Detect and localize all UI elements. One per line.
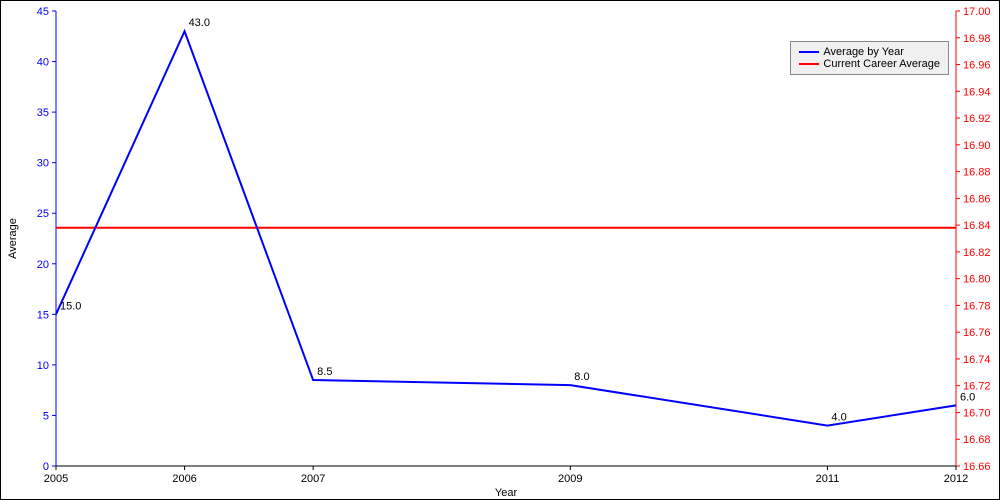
x-tick-label: 2005 bbox=[44, 473, 68, 485]
x-tick-label: 2007 bbox=[301, 473, 325, 485]
y-right-tick-label: 16.88 bbox=[963, 167, 991, 179]
y-right-tick-label: 16.98 bbox=[963, 33, 991, 45]
y-left-tick-label: 45 bbox=[37, 6, 49, 18]
y-left-tick-label: 20 bbox=[37, 259, 49, 271]
y-axis-left-label: Average bbox=[7, 218, 19, 259]
y-left-tick-label: 10 bbox=[37, 360, 49, 372]
y-right-tick-label: 16.78 bbox=[963, 300, 991, 312]
y-right-tick-label: 16.76 bbox=[963, 327, 991, 339]
y-right-tick-label: 16.70 bbox=[963, 407, 991, 419]
y-right-tick-label: 16.66 bbox=[963, 461, 991, 473]
y-left-tick-label: 15 bbox=[37, 309, 49, 321]
y-left-tick-label: 0 bbox=[43, 461, 49, 473]
x-tick-label: 2009 bbox=[558, 473, 582, 485]
x-tick-label: 2012 bbox=[944, 473, 968, 485]
legend-label: Current Career Average bbox=[823, 58, 940, 70]
data-point-label: 8.5 bbox=[317, 366, 332, 378]
y-right-tick-label: 16.94 bbox=[963, 86, 991, 98]
y-right-tick-label: 17.00 bbox=[963, 6, 991, 18]
y-right-tick-label: 16.92 bbox=[963, 113, 991, 125]
data-point-label: 8.0 bbox=[574, 371, 589, 383]
x-tick-label: 2011 bbox=[816, 473, 840, 485]
data-point-label: 6.0 bbox=[960, 391, 975, 403]
y-right-tick-label: 16.74 bbox=[963, 354, 991, 366]
y-left-tick-label: 40 bbox=[37, 57, 49, 69]
legend-item: Average by Year bbox=[799, 46, 940, 58]
data-point-label: 43.0 bbox=[189, 17, 210, 29]
legend-label: Average by Year bbox=[823, 46, 904, 58]
x-tick-label: 2006 bbox=[172, 473, 196, 485]
legend-swatch bbox=[799, 63, 819, 65]
y-left-tick-label: 25 bbox=[37, 208, 49, 220]
x-axis-label: Year bbox=[495, 487, 518, 499]
y-right-tick-label: 16.84 bbox=[963, 220, 991, 232]
y-right-tick-label: 16.96 bbox=[963, 60, 991, 72]
y-right-tick-label: 16.80 bbox=[963, 274, 991, 286]
chart-container: 05101520253035404516.6616.6816.7016.7216… bbox=[0, 0, 1000, 500]
chart-svg: 05101520253035404516.6616.6816.7016.7216… bbox=[1, 1, 999, 499]
data-point-label: 4.0 bbox=[831, 412, 846, 424]
y-right-tick-label: 16.86 bbox=[963, 193, 991, 205]
y-right-tick-label: 16.90 bbox=[963, 140, 991, 152]
legend-item: Current Career Average bbox=[799, 58, 940, 70]
y-right-tick-label: 16.68 bbox=[963, 434, 991, 446]
data-point-label: 15.0 bbox=[60, 300, 81, 312]
y-left-tick-label: 30 bbox=[37, 158, 49, 170]
legend-swatch bbox=[799, 51, 819, 53]
y-right-tick-label: 16.82 bbox=[963, 247, 991, 259]
y-left-tick-label: 5 bbox=[43, 410, 49, 422]
y-left-tick-label: 35 bbox=[37, 107, 49, 119]
legend: Average by YearCurrent Career Average bbox=[790, 41, 949, 75]
